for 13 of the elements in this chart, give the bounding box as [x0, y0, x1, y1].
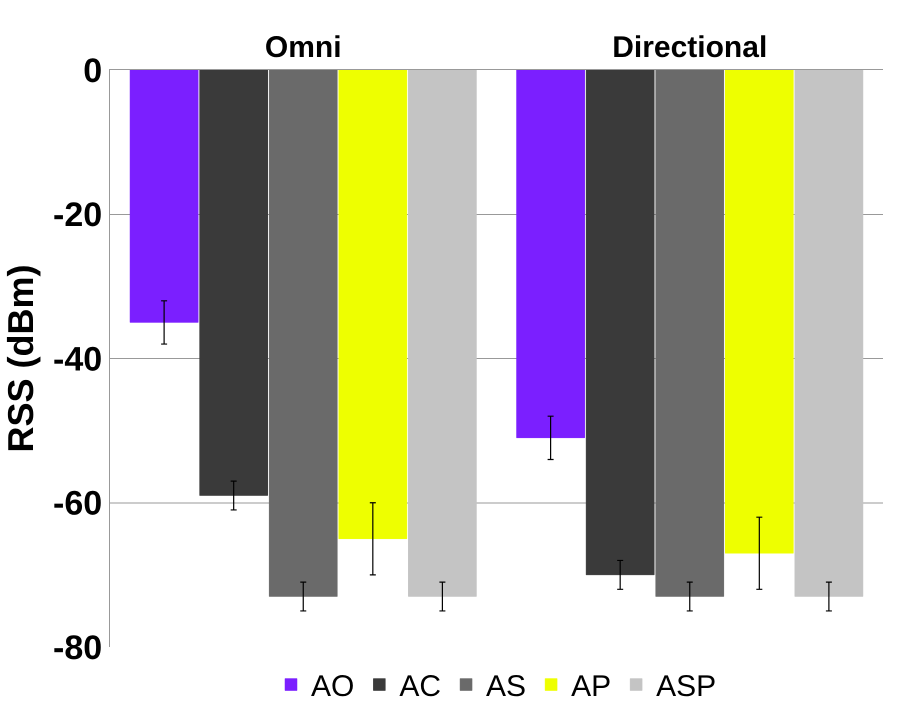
y-tick-label: -80: [53, 628, 102, 667]
y-tick-label: -60: [53, 484, 102, 523]
legend-label: AP: [571, 670, 612, 704]
y-tick-label: 0: [83, 52, 102, 90]
x-tick-label: Directional: [612, 31, 768, 64]
y-tick-label: -20: [53, 196, 102, 234]
legend-label: AS: [486, 670, 526, 704]
legend-label: ASP: [656, 670, 716, 704]
legend-label: AO: [311, 670, 354, 704]
legend-label: AC: [399, 670, 442, 704]
y-axis-title: RSS (dBm): [0, 264, 41, 452]
x-tick-label: Omni: [264, 31, 342, 64]
y-tick-label: -40: [53, 340, 102, 378]
